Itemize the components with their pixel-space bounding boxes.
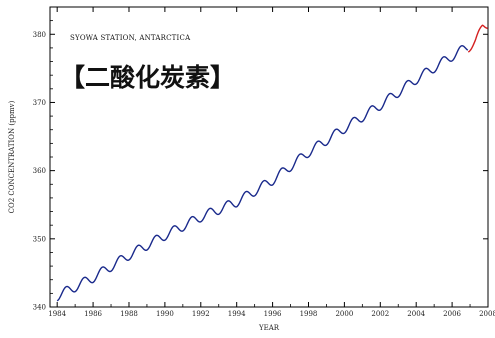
ticks-layer: 1984 1986 1988 1990 1992 1994 1996 1998 2000 2002… — [33, 7, 495, 318]
y-tick-label: 360 — [33, 167, 46, 175]
x-tick-label: 1984 — [48, 310, 66, 318]
x-tick-label: 1996 — [264, 310, 282, 318]
x-tick-label: 2008 — [479, 310, 495, 318]
y-tick-label: 340 — [33, 304, 46, 312]
series-layer — [56, 24, 488, 302]
x-tick-label: 1992 — [192, 310, 210, 318]
x-axis-title: YEAR — [258, 324, 280, 332]
y-tick-label: 380 — [33, 31, 46, 39]
y-axis-title: CO2 CONCENTRATION (ppmv) — [8, 100, 16, 213]
x-tick-label: 2000 — [335, 310, 353, 318]
x-tick-label: 1998 — [300, 310, 318, 318]
series-line-0 — [56, 45, 469, 302]
y-tick-label: 370 — [33, 99, 46, 107]
x-tick-label: 2004 — [407, 310, 425, 318]
x-tick-label: 2006 — [443, 310, 461, 318]
x-tick-label: 2002 — [371, 310, 389, 318]
overlay-label: 【二酸化炭素】 — [60, 63, 235, 92]
chart-title: SYOWA STATION, ANTARCTICA — [70, 34, 191, 42]
series-line-1 — [467, 24, 488, 53]
y-tick-label: 350 — [33, 235, 46, 243]
x-tick-label: 1994 — [228, 310, 246, 318]
x-tick-label: 1986 — [84, 310, 102, 318]
x-tick-label: 1988 — [120, 310, 138, 318]
x-tick-label: 1990 — [156, 310, 174, 318]
